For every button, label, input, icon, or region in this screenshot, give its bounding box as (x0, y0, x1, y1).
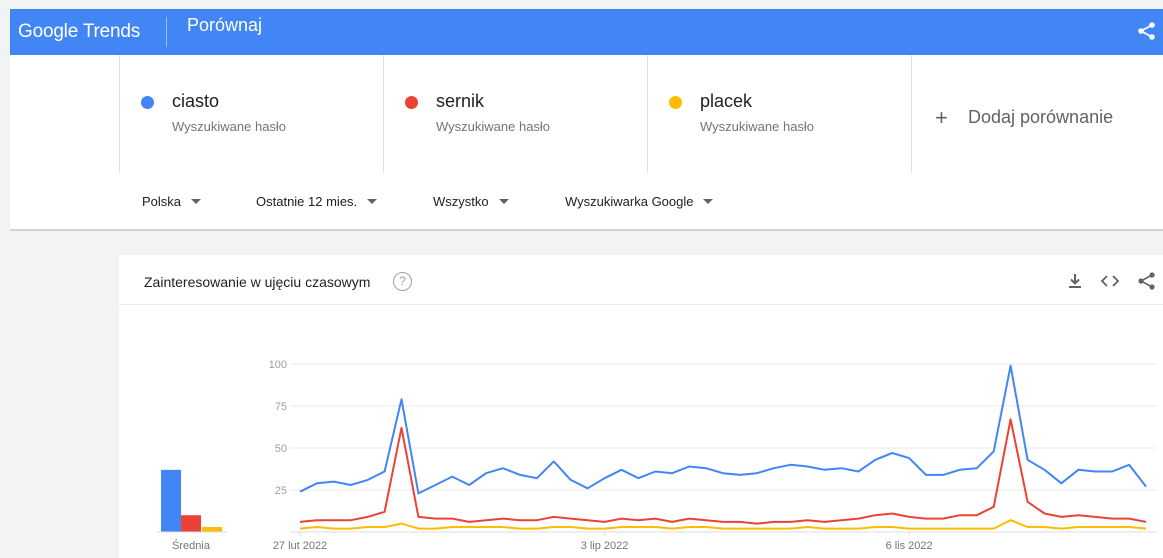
share-icon[interactable] (1137, 271, 1157, 291)
average-bar-placek (202, 526, 222, 532)
dropdown-arrow-icon (703, 199, 714, 205)
interest-over-time-card: Zainteresowanie w ujęciu czasowym ? 25 50… (119, 255, 1163, 558)
average-label: Średnia (172, 539, 211, 552)
term-type: Wyszukiwane hasło (436, 119, 551, 134)
dropdown-arrow-icon (191, 199, 202, 205)
interest-chart: 25 50 75 100 27 lut 2022 3 lip 2022 6 lis 2022… (157, 359, 1156, 552)
share-icon[interactable] (1137, 21, 1157, 41)
dropdown-arrow-icon (498, 199, 509, 205)
header-divider (166, 17, 167, 47)
google-trends-logo[interactable]: Google Trends (18, 21, 140, 43)
plus-icon: + (935, 105, 948, 130)
term-card-ciasto[interactable]: ciasto Wyszukiwane hasło (119, 55, 383, 173)
term-color-dot (141, 96, 154, 109)
search-type-dropdown[interactable]: Wyszukiwarka Google (565, 194, 714, 209)
header-bar: Google Trends Porównaj (10, 9, 1163, 55)
y-tick-label: 75 (275, 401, 287, 413)
search-type-value: Wyszukiwarka Google (565, 194, 694, 209)
y-tick-label: 25 (275, 485, 287, 497)
category-dropdown[interactable]: Wszystko (433, 194, 509, 209)
average-bar-ciasto (161, 469, 181, 532)
help-icon[interactable]: ? (393, 272, 412, 291)
download-icon[interactable] (1065, 271, 1085, 291)
y-tick-label: 50 (275, 443, 287, 455)
term-card-sernik[interactable]: sernik Wyszukiwane hasło (383, 55, 647, 173)
comparison-terms-bar: ciasto Wyszukiwane hasło sernik Wyszukiw… (10, 55, 1163, 173)
region-dropdown[interactable]: Polska (142, 194, 202, 209)
term-color-dot (669, 96, 682, 109)
term-type: Wyszukiwane hasło (700, 119, 815, 134)
embed-icon[interactable] (1100, 271, 1120, 291)
add-comparison-label: Dodaj porównanie (968, 107, 1114, 127)
dropdown-arrow-icon (367, 199, 378, 205)
time-range-value: Ostatnie 12 mies. (256, 194, 358, 209)
region-value: Polska (142, 194, 182, 209)
x-tick-label: 6 lis 2022 (886, 540, 933, 552)
category-value: Wszystko (433, 194, 489, 209)
term-card-placek[interactable]: placek Wyszukiwane hasło (647, 55, 911, 173)
average-bar-sernik (181, 515, 201, 532)
term-name: placek (700, 91, 753, 111)
logo-google-text: Google (18, 21, 79, 42)
filters-bar: Polska Ostatnie 12 mies. Wszystko Wyszuk… (10, 173, 1163, 231)
time-range-dropdown[interactable]: Ostatnie 12 mies. (256, 194, 378, 209)
add-comparison-button[interactable] (911, 55, 1163, 173)
x-tick-label: 3 lip 2022 (581, 540, 629, 552)
term-color-dot (405, 96, 418, 109)
term-type: Wyszukiwane hasło (172, 119, 287, 134)
page-title: Porównaj (187, 15, 263, 35)
term-name: ciasto (172, 91, 220, 111)
logo-trends-text: Trends (82, 21, 141, 42)
x-tick-label: 27 lut 2022 (273, 540, 327, 552)
term-name: sernik (436, 91, 485, 111)
y-tick-label: 100 (269, 359, 287, 371)
series-line-placek (299, 519, 1147, 530)
card-title: Zainteresowanie w ujęciu czasowym (144, 274, 371, 290)
series-line-ciasto (299, 364, 1147, 495)
card-divider (119, 304, 1163, 305)
series-line-sernik (299, 418, 1147, 525)
